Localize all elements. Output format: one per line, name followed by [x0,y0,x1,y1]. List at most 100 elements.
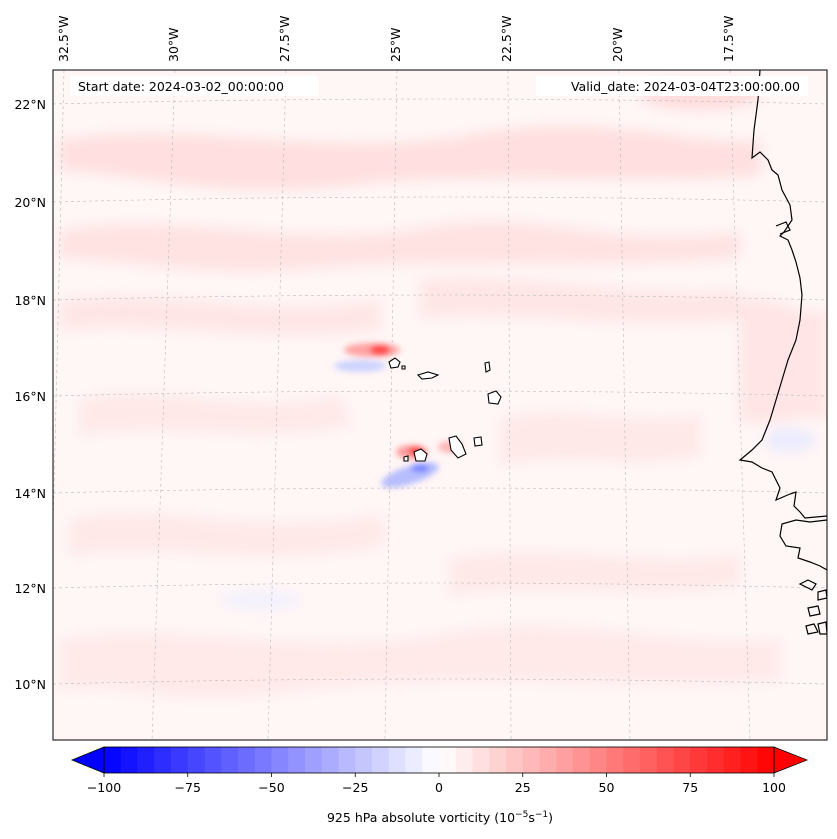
colorbar-cell [757,747,775,773]
colorbar-cell [455,747,473,773]
colorbar-ticks: −100 −75 −50 −25 0 25 50 75 100 [87,773,786,795]
colorbar-tick-label: 100 [762,780,786,795]
lon-label-20W: 20°W [610,27,625,62]
africa-coastline [738,70,827,635]
vorticity-band [450,552,740,595]
lon-gridline-27_5W [267,70,287,740]
colorbar-extend-max [773,746,809,774]
negative-wake-core [411,464,429,472]
island-santo-antao [388,357,401,369]
colorbar-cell [707,747,725,773]
colorbar-cell [238,747,256,773]
cape-verde-islands [388,357,502,462]
colorbar-cell [321,747,339,773]
negative-vorticity-patch [765,428,815,452]
island-brava [403,455,409,462]
colorbar: −100 −75 −50 −25 0 25 50 75 100 925 hPa absolute… [70,746,809,825]
colorbar-cell [204,747,222,773]
lon-gridline-22_5W [507,70,512,740]
colorbar-cell [422,747,440,773]
lon-gridline-17_5W [729,70,751,740]
colorbar-cell [187,747,205,773]
island-santiago [448,435,467,459]
lat-label-22N: 22°N [14,97,46,112]
coastline-gambia-guinea-bissau [779,519,827,571]
vorticity-band [80,394,350,435]
map-panel [53,70,827,740]
colorbar-tick-label: 75 [682,780,698,795]
coastline-mauritania-senegal [738,70,827,519]
island-sao-vicente [401,365,406,370]
lon-label-27_5W: 27.5°W [277,16,292,62]
vorticity-band [60,626,780,698]
coastline-mauritania-inlet [775,221,791,235]
coastline-bijagos [798,579,827,635]
colorbar-cell [137,747,155,773]
start-date-label: Start date: 2024-03-02_00:00:00 [78,79,284,94]
map-border [52,69,828,741]
island-sal [484,361,491,373]
colorbar-cell [472,747,490,773]
lat-gridline-18N [53,294,827,301]
positive-wake-core [370,345,390,355]
island-sao-nicolau [416,371,440,380]
negative-wake [334,360,386,372]
colorbar-cell [690,747,708,773]
colorbar-cells [104,747,775,773]
lon-gridline-20W [618,70,631,740]
lat-label-16N: 16°N [14,389,46,404]
colorbar-label-exp1: −5 [515,810,528,820]
colorbar-tick-label: 50 [599,780,615,795]
valid-date-label: Valid_date: 2024-03-04T23:00:00.00 [571,79,800,94]
lat-label-18N: 18°N [14,293,46,308]
negative-vorticity-patch [220,590,300,610]
lat-gridline-22N [53,98,827,105]
colorbar-cell [673,747,691,773]
start-date-box [70,76,318,96]
vorticity-band [500,412,700,465]
colorbar-cell [539,747,557,773]
island-boa-vista [487,390,502,405]
colorbar-tick-label: −25 [342,780,368,795]
colorbar-cell [288,747,306,773]
lon-label-22_5W: 22.5°W [499,16,514,62]
colorbar-label-exp2: −1 [535,810,548,820]
vorticity-band [60,221,740,272]
vorticity-field [60,80,827,698]
colorbar-cell [740,747,758,773]
island-fogo [413,448,428,462]
vorticity-band [70,514,385,556]
colorbar-tick-label: 25 [515,780,531,795]
colorbar-cell [606,747,624,773]
lat-gridline-10N [53,678,827,685]
colorbar-cell [305,747,323,773]
island-maio [473,436,483,447]
colorbar-cell [623,747,641,773]
vorticity-band [740,297,827,423]
valid-date-box [536,76,808,96]
colorbar-cell [355,747,373,773]
colorbar-cell [589,747,607,773]
lat-label-10N: 10°N [14,677,46,692]
colorbar-extend-min [70,746,105,774]
vorticity-band [60,126,760,190]
graticule [53,70,827,740]
colorbar-label-mid: s [528,810,535,825]
longitude-labels: 32.5°W 30°W 27.5°W 25°W 22.5°W 20°W 17.5… [56,16,736,62]
lon-gridline-30W [151,70,176,740]
colorbar-cell [154,747,172,773]
lat-label-20N: 20°N [14,195,46,210]
colorbar-cell [338,747,356,773]
colorbar-label-end: ) [548,810,553,825]
colorbar-cell [439,747,457,773]
lat-gridline-20N [53,196,827,203]
vorticity-band [420,277,740,323]
colorbar-cell [556,747,574,773]
lat-gridline-16N [53,390,827,397]
colorbar-tick-label: −75 [175,780,201,795]
colorbar-cell [221,747,239,773]
colorbar-cell [405,747,423,773]
colorbar-tick-label: −100 [87,780,121,795]
lon-gridline-25W [384,70,398,740]
